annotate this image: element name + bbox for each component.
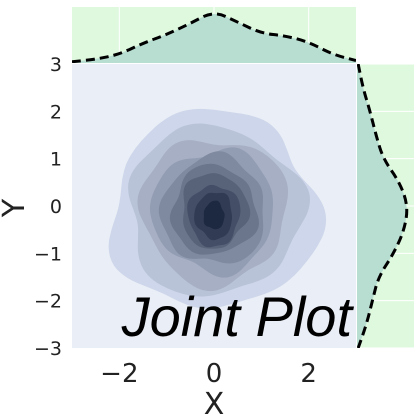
y-axis-ticks: −3 −2 −1 0 1 2 3 [34, 54, 62, 360]
y-tick-label: 0 [50, 196, 62, 218]
y-tick-label: −3 [34, 338, 62, 360]
y-tick-label: 3 [50, 54, 62, 76]
y-tick-label: 1 [50, 149, 62, 171]
marginal-y-density-fill [357, 64, 407, 348]
marginal-x-density-line [72, 12, 356, 63]
x-tick-label: 0 [206, 359, 223, 389]
x-axis-label: X [204, 387, 225, 420]
marginal-x-density-fill [72, 13, 356, 63]
marginal-x-panel [72, 7, 356, 63]
y-tick-label: −1 [34, 243, 62, 265]
y-tick-label: −2 [34, 291, 62, 313]
kde-contours [108, 108, 327, 309]
x-axis-ticks: −2 0 2 [100, 359, 317, 389]
y-tick-label: 2 [50, 101, 62, 123]
x-tick-label: 2 [300, 359, 317, 389]
joint-panel: −2 0 2 −3 −2 −1 0 1 2 3 X Y Joint Plot [0, 54, 356, 420]
marginal-y-density-line [357, 64, 409, 348]
y-axis-label: Y [0, 198, 32, 218]
kde-contour-level [203, 200, 225, 230]
chart-title: Joint Plot [121, 285, 355, 348]
x-tick-label: −2 [100, 359, 138, 389]
marginal-y-panel [357, 63, 414, 349]
